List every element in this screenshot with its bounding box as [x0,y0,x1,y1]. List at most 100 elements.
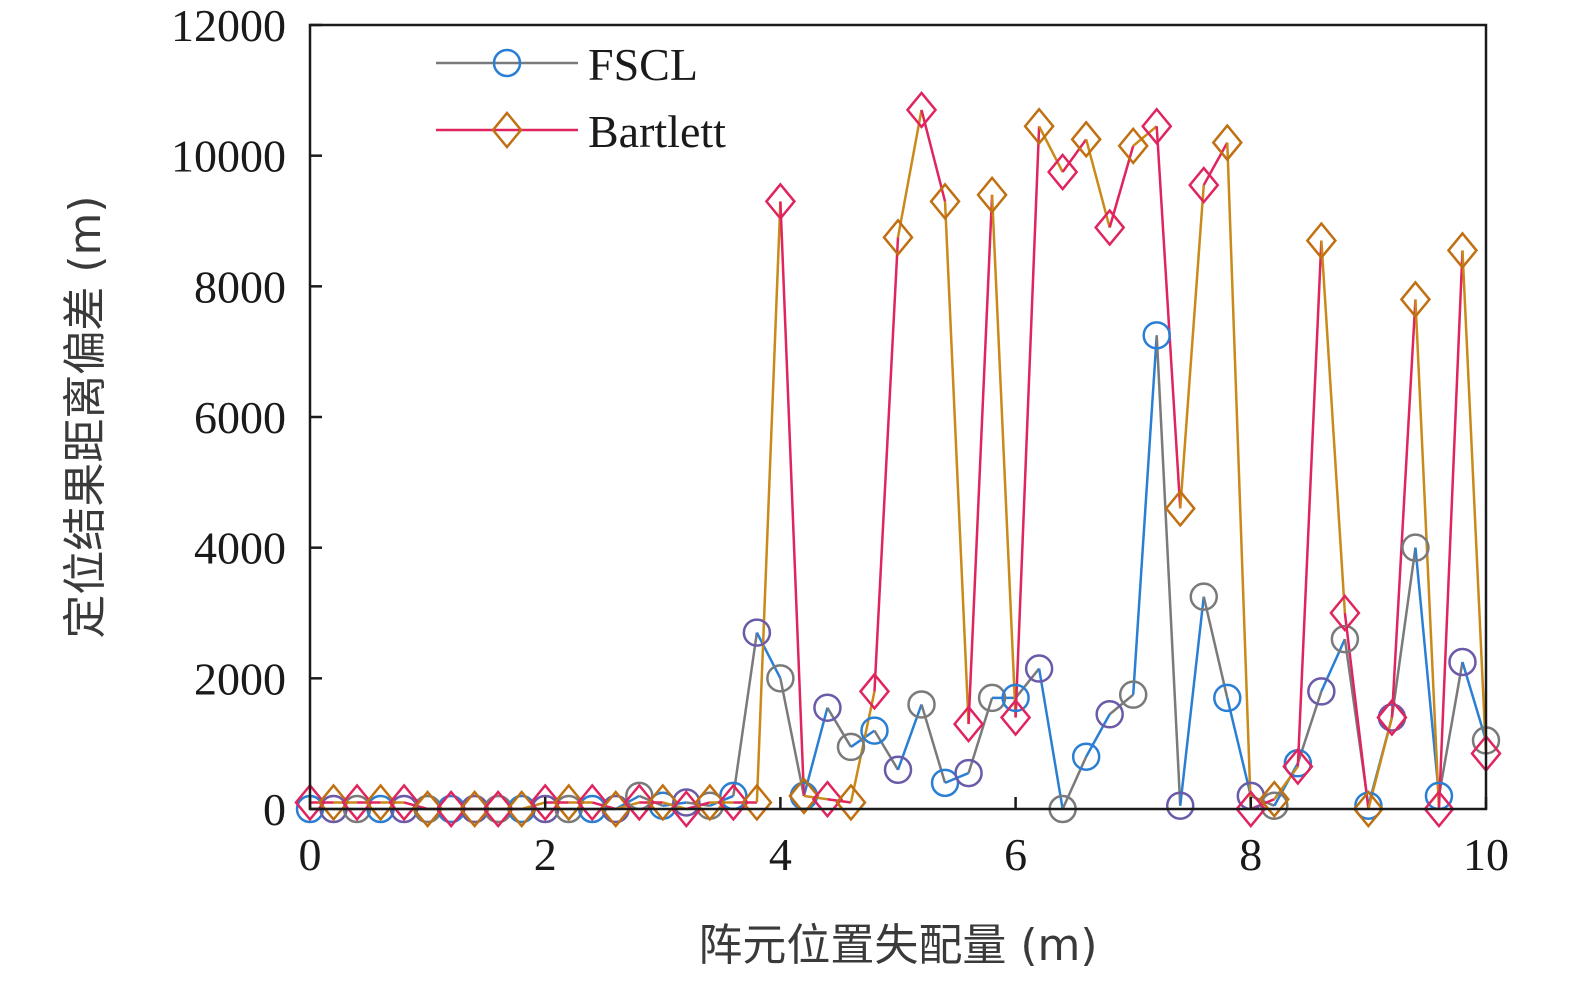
line-segment-bartlett [1178,184,1206,509]
line-segment-fscl [1014,667,1041,699]
y-tick-label: 0 [263,784,286,835]
data-point-bartlett [1117,126,1149,165]
line-segment-fscl [732,632,759,797]
data-point-bartlett [905,90,938,129]
line-segment-bartlett [873,237,900,692]
data-point-bartlett [1329,594,1361,632]
data-point-bartlett [1352,790,1385,828]
data-point-bartlett [364,783,397,822]
data-point-bartlett [882,218,914,257]
line-segment-bartlett [1038,125,1064,173]
x-tick-label: 6 [1004,829,1027,880]
line-segment-bartlett [755,201,782,803]
data-point-bartlett [623,783,655,822]
line-segment-bartlett [943,201,970,725]
data-point-bartlett [1070,120,1102,159]
data-point-bartlett [1423,790,1455,828]
line-segment-fscl [1320,638,1347,692]
line-segment-fscl [1108,693,1135,716]
line-segment-fscl [896,704,923,771]
legend-marker-circle-icon [492,48,522,78]
data-point-fscl [954,758,983,788]
x-tick-label: 0 [299,829,322,880]
data-point-bartlett [835,783,867,822]
data-point-bartlett [1258,780,1290,819]
data-point-bartlett [553,783,585,822]
data-point-fscl [1307,677,1336,706]
line-segment-bartlett [1014,126,1041,718]
line-segment-fscl [826,707,853,748]
x-tick-label: 8 [1239,829,1262,880]
line-segment-bartlett [1226,142,1253,810]
data-point-bartlett [741,783,773,822]
line-segment-fscl [1061,756,1088,810]
line-segment-bartlett [1084,139,1111,228]
y-tick-label: 8000 [194,261,286,312]
axis-ticks [308,23,1488,811]
data-point-bartlett [459,790,491,828]
line-segment-fscl [1202,596,1229,699]
data-point-fscl [930,768,960,798]
line-segment-bartlett [1202,141,1229,186]
data-point-bartlett [294,783,326,822]
data-point-bartlett [717,783,749,822]
data-point-bartlett [1094,208,1126,247]
data-point-fscl [813,693,842,722]
line-segment-fscl [873,729,900,771]
data-point-fscl [907,690,936,719]
line-segment-fscl [1178,596,1206,806]
data-point-bartlett [388,783,420,822]
data-point-bartlett [858,672,891,711]
data-point-bartlett [576,783,608,822]
x-tick-label: 2 [534,829,557,880]
line-segment-bartlett [990,194,1017,718]
line-segment-fscl [850,729,876,748]
data-point-bartlett [529,783,561,822]
line-segment-fscl [1414,547,1441,797]
data-point-bartlett [976,175,1008,214]
line-segment-bartlett [967,194,994,725]
legend-label-bartlett: Bartlett [588,106,726,157]
y-tick-label: 6000 [194,392,286,443]
data-point-fscl [766,664,795,693]
data-point-fscl [883,755,913,785]
data-point-bartlett [1141,107,1173,146]
data-point-bartlett [411,790,444,828]
data-point-bartlett [1399,280,1432,319]
data-point-bartlett [1188,166,1220,205]
line-segment-fscl [802,707,829,797]
y-tick-label: 4000 [194,523,286,574]
line-segment-bartlett [1437,250,1464,810]
line-segment-bartlett [920,109,947,202]
data-point-bartlett [1164,489,1196,528]
line-segment-fscl [1037,668,1064,810]
y-axis-title: 定位结果距离偏差 (m) [60,195,111,638]
data-point-fscl [1001,683,1030,713]
data-point-bartlett [482,790,514,828]
data-point-bartlett [788,776,820,815]
line-segment-bartlett [1061,138,1088,173]
data-point-fscl [977,683,1007,713]
data-point-bartlett [647,783,679,822]
line-segment-bartlett [1155,126,1182,509]
data-point-fscl [1448,647,1477,677]
data-point-fscl [1071,742,1101,771]
y-tick-label: 10000 [171,131,286,182]
data-point-bartlett [694,783,726,822]
data-point-fscl [1401,533,1430,562]
line-segment-fscl [1390,547,1417,718]
line-segment-bartlett [1296,240,1323,767]
data-point-bartlett [317,783,350,822]
data-point-fscl [1165,791,1195,820]
legend-label-fscl: FSCL [588,39,698,90]
x-tick-label: 4 [769,829,792,880]
data-point-bartlett [1305,221,1337,260]
data-point-bartlett [764,182,797,221]
data-point-fscl [742,618,772,647]
data-point-bartlett [1282,747,1314,786]
data-point-fscl [672,788,701,817]
data-point-fscl [1330,624,1360,654]
data-point-fscl [1118,680,1148,709]
line-segment-bartlett [1132,125,1158,147]
